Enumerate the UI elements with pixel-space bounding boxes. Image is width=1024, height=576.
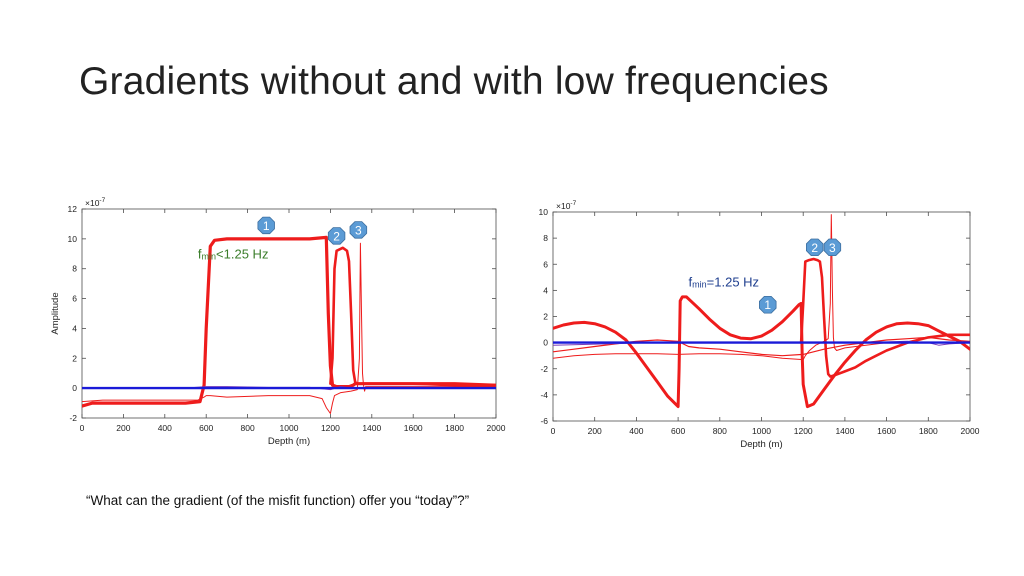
marker-badge-shape: [327, 227, 346, 245]
y-tick-label: 0: [72, 383, 77, 393]
x-tick-label: 200: [116, 423, 130, 433]
series-line-3: [82, 242, 496, 414]
x-tick-label: 1000: [280, 423, 299, 433]
marker-badge-shape: [257, 216, 275, 235]
x-tick-label: 600: [199, 423, 213, 433]
x-tick-label: 1200: [321, 423, 340, 433]
marker-badge: 2: [327, 227, 346, 245]
marker-badge-shape: [349, 221, 368, 239]
axis-exponent-label: ×10-7: [85, 197, 106, 208]
marker-badge: 3: [349, 221, 368, 239]
x-tick-label: 0: [80, 423, 85, 433]
y-tick-label: -2: [69, 413, 77, 423]
y-tick-label: 4: [72, 323, 77, 333]
y-tick-label: 10: [68, 234, 78, 244]
slide-title: Gradients without and with low frequenci…: [79, 60, 829, 103]
y-tick-label: 8: [72, 264, 77, 274]
marker-badge-label: 1: [263, 219, 270, 233]
series-line-2: [329, 246, 496, 387]
x-axis-label: Depth (m): [268, 436, 310, 447]
x-tick-label: 1800: [445, 423, 464, 433]
x-tick-label: 1600: [404, 423, 423, 433]
x-tick-label: 400: [158, 423, 172, 433]
y-tick-label: 12: [68, 204, 78, 214]
y-tick-label: 6: [72, 294, 77, 304]
slide-caption: “What can the gradient (of the misfit fu…: [86, 493, 470, 508]
x-tick-label: 800: [241, 423, 255, 433]
marker-badge-label: 2: [333, 229, 340, 243]
x-tick-label: 1400: [362, 423, 381, 433]
marker-badge: 1: [257, 216, 275, 235]
marker-badge-label: 3: [355, 223, 362, 237]
y-axis-label: Amplitude: [50, 292, 61, 334]
x-tick-label: 2000: [487, 423, 506, 433]
y-tick-label: 2: [72, 353, 77, 363]
frequency-annotation: fmin<1.25 Hz: [198, 246, 269, 261]
